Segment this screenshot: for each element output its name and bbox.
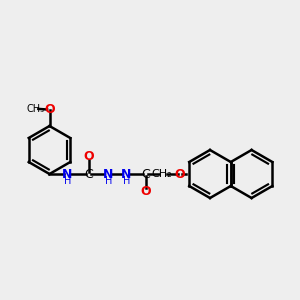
- Text: H: H: [64, 176, 72, 187]
- Text: O: O: [83, 150, 94, 163]
- Text: N: N: [121, 167, 131, 181]
- Text: H: H: [123, 176, 130, 187]
- Text: O: O: [175, 167, 185, 181]
- Text: CH₂: CH₂: [152, 169, 172, 179]
- Text: CH₃: CH₃: [27, 104, 45, 114]
- Text: C: C: [141, 167, 150, 181]
- Text: C: C: [84, 167, 93, 181]
- Text: O: O: [140, 185, 151, 198]
- Text: N: N: [103, 167, 113, 181]
- Text: N: N: [62, 167, 73, 181]
- Text: H: H: [105, 176, 112, 187]
- Text: O: O: [44, 103, 55, 116]
